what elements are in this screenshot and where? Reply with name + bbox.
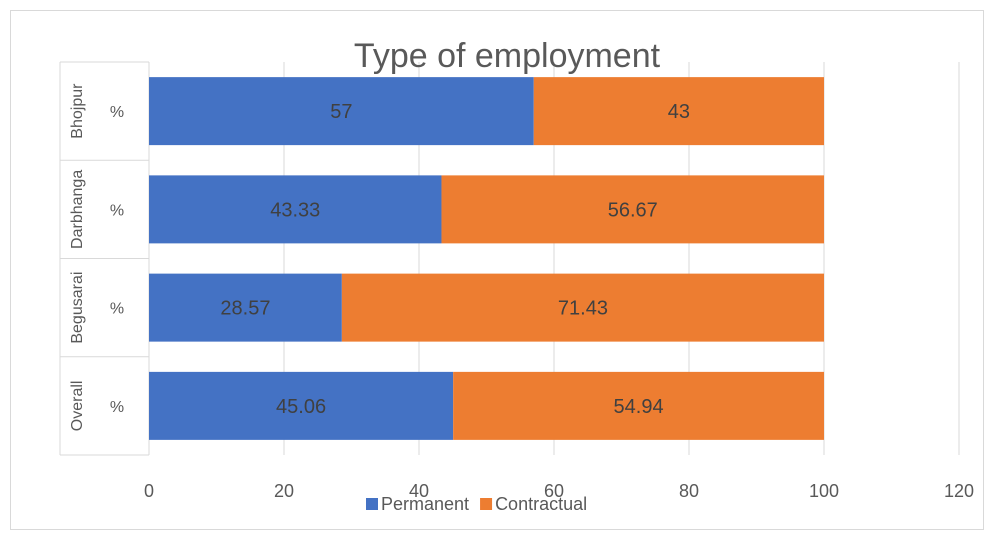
x-tick-label: 40 xyxy=(409,481,429,501)
x-tick-label: 120 xyxy=(944,481,974,501)
category-label: % xyxy=(110,301,124,318)
group-label: Begusarai xyxy=(69,272,86,344)
data-label: 43 xyxy=(668,101,690,123)
bar-contractual xyxy=(533,77,824,146)
category-label: % xyxy=(110,104,124,121)
bars xyxy=(149,77,824,440)
data-label: 28.57 xyxy=(220,298,270,320)
x-tick-label: 80 xyxy=(679,481,699,501)
data-label: 56.67 xyxy=(608,199,658,221)
x-tick-label: 0 xyxy=(144,481,154,501)
bar-permanent xyxy=(149,77,534,146)
x-axis-ticks: 0 20 40 60 80 100 120 xyxy=(144,481,974,501)
chart-title: Type of employment xyxy=(354,37,661,75)
bar-permanent xyxy=(149,371,454,440)
data-label: 54.94 xyxy=(614,396,664,418)
bar-contractual xyxy=(453,371,824,440)
bar-contractual xyxy=(341,273,824,342)
data-labels: 57 43 43.33 56.67 28.57 71.43 45.06 54.94 xyxy=(220,101,690,418)
x-tick-label: 60 xyxy=(544,481,564,501)
data-label: 43.33 xyxy=(270,199,320,221)
data-label: 71.43 xyxy=(558,298,608,320)
group-label: Darbhanga xyxy=(69,170,86,249)
legend: Permanent Contractual xyxy=(366,494,587,514)
group-label: Overall xyxy=(69,381,86,432)
category-axis: Bhojpur % Darbhanga % Begusarai % Overall% xyxy=(59,61,150,456)
category-label: % xyxy=(110,399,124,416)
legend-swatch xyxy=(480,498,493,510)
x-tick-label: 100 xyxy=(809,481,839,501)
legend-label: Permanent xyxy=(381,494,469,514)
bar-permanent xyxy=(149,175,442,244)
category-label: % xyxy=(110,202,124,219)
chart-frame xyxy=(10,10,984,530)
bar-permanent xyxy=(149,273,342,342)
x-tick-label: 20 xyxy=(274,481,294,501)
data-label: 57 xyxy=(330,101,352,123)
legend-swatch xyxy=(366,498,378,510)
data-label: 45.06 xyxy=(276,396,326,418)
bar-contractual xyxy=(441,175,824,244)
legend-label: Contractual xyxy=(495,494,587,514)
group-label: Bhojpur xyxy=(69,83,86,139)
